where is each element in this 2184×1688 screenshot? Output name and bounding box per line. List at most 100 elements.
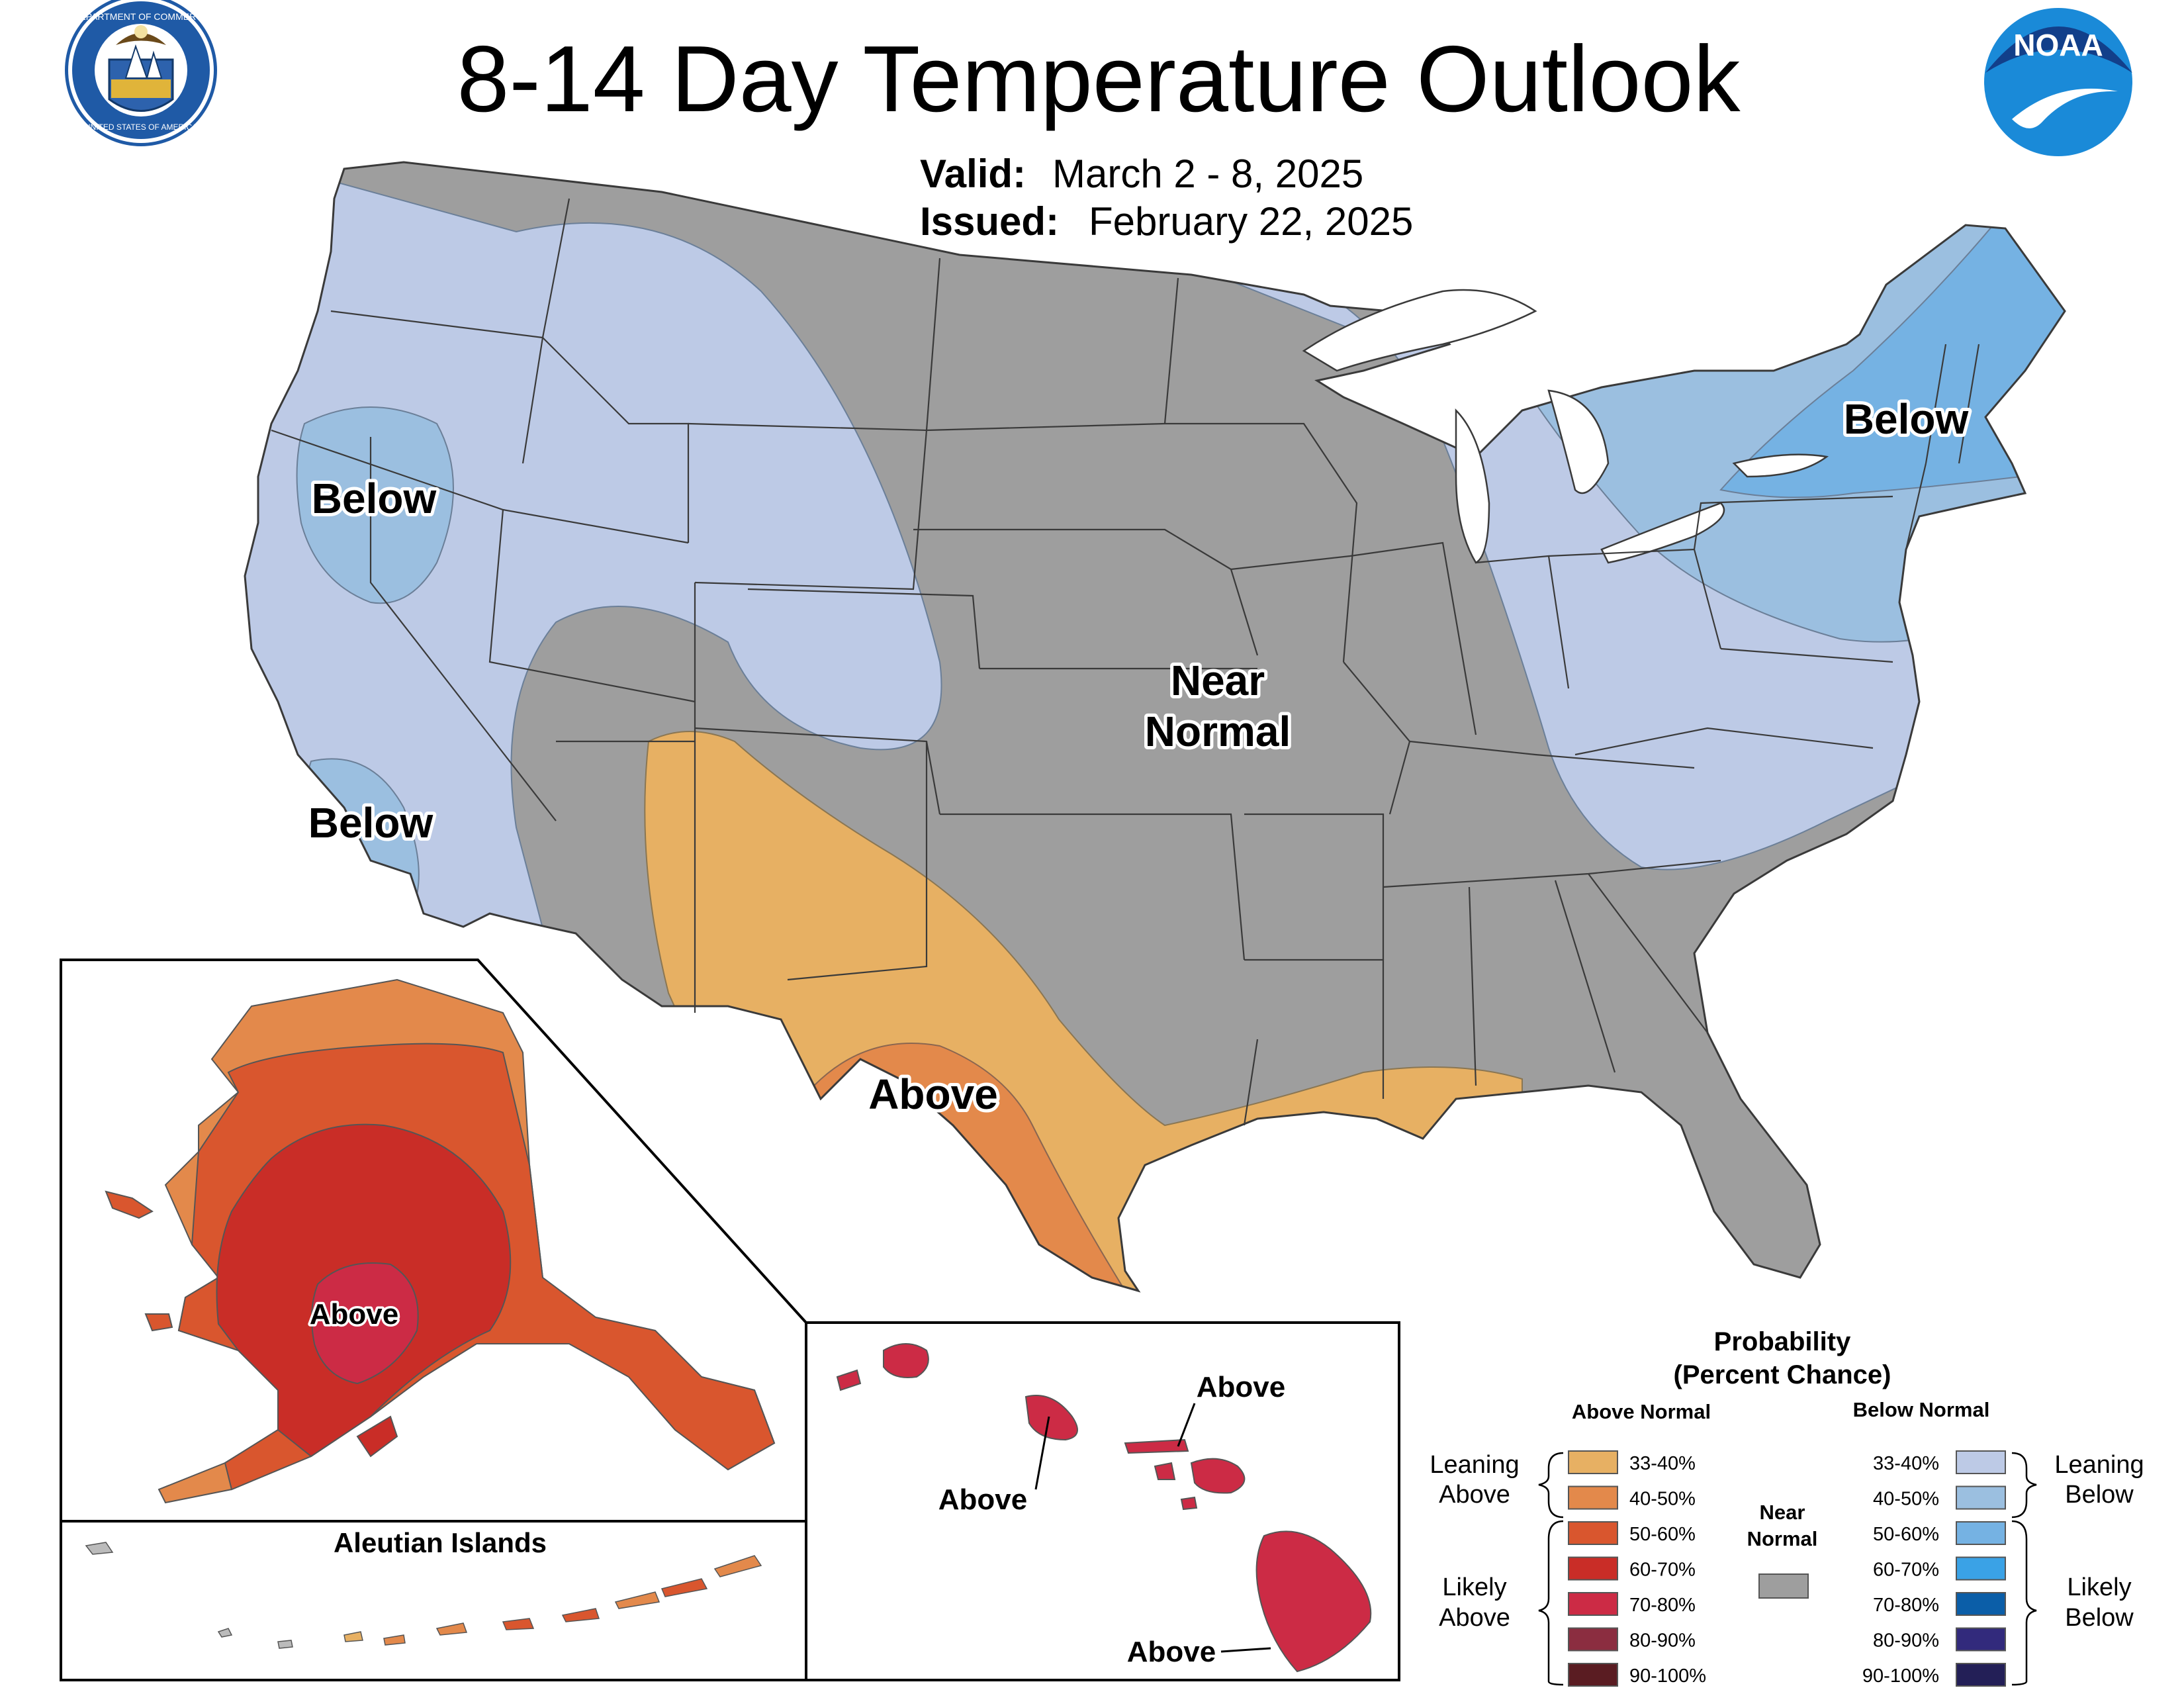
legend-below-swatch-4 [1956, 1592, 2006, 1616]
legend: Probability (Percent Chance) Above Norma… [1430, 1327, 2144, 1687]
hawaii-island-big [1255, 1530, 1372, 1673]
valid-dates: March 2 - 8, 2025 [1052, 152, 1363, 196]
legend-brace-leaning-below [2011, 1452, 2037, 1519]
state-boundaries [271, 198, 1980, 1126]
legend-title-line1: Probability [1714, 1327, 1851, 1356]
legend-above-swatch-2 [1568, 1521, 1618, 1545]
label-above-hawaii-kauai-oahu: Above [938, 1483, 1027, 1516]
legend-above-swatch-5 [1568, 1627, 1618, 1652]
lake-erie [1600, 502, 1725, 564]
lake-michigan [1455, 408, 1490, 564]
issued-date: February 22, 2025 [1089, 199, 1413, 244]
legend-title-line2: (Percent Chance) [1674, 1360, 1891, 1389]
legend-below-label-1: 40-50% [1873, 1489, 1939, 1510]
label-above-alaska: Above [310, 1298, 398, 1331]
legend-leaning-above-line2: Above [1439, 1481, 1510, 1509]
legend-below-label-6: 90-100% [1862, 1665, 1939, 1687]
legend-below-label-3: 60-70% [1873, 1560, 1939, 1581]
legend-likely-above-line1: Likely [1442, 1573, 1506, 1601]
legend-likely-below-line2: Below [2065, 1604, 2134, 1632]
legend-leaning-below-line2: Below [2065, 1481, 2134, 1509]
alaska-island-nunivak [144, 1313, 173, 1332]
legend-above-heading: Above Normal [1572, 1400, 1711, 1423]
legend-above-label-1: 40-50% [1629, 1489, 1696, 1510]
legend-above-swatch-4 [1568, 1592, 1618, 1616]
issued-label: Issued: [920, 199, 1059, 244]
legend-below-swatch-3 [1956, 1556, 2006, 1581]
legend-below-swatch-5 [1956, 1627, 2006, 1652]
legend-brace-likely-below [2011, 1520, 2037, 1686]
hawaii-island-lanai [1154, 1462, 1176, 1480]
hawaii-island-kahoolawe [1180, 1496, 1198, 1511]
legend-above-swatch-3 [1568, 1556, 1618, 1581]
aleutian-islands [85, 1542, 762, 1649]
legend-above-label-5: 80-90% [1629, 1630, 1696, 1652]
legend-below-heading: Below Normal [1853, 1398, 1990, 1421]
label-near-normal-line1: Near [1171, 657, 1265, 704]
hawaii-island-oahu [1024, 1395, 1078, 1441]
hawaii-island-maui [1190, 1458, 1246, 1494]
legend-above-swatches: 33-40% 40-50% 50-60% 60-70% 70-80% 80-90% 90-1… [1568, 1450, 1706, 1687]
legend-below-label-2: 50-60% [1873, 1524, 1939, 1545]
lake-huron [1547, 389, 1610, 494]
legend-brace-likely-above [1538, 1520, 1564, 1686]
hawaii-island-molokai [1124, 1438, 1189, 1454]
legend-leaning-below-line1: Leaning [2054, 1451, 2144, 1479]
label-above-hawaii-maui: Above [1197, 1371, 1285, 1403]
aleutian-title: Aleutian Islands [334, 1527, 547, 1558]
alaska-inset: Above [60, 959, 807, 1523]
hawaii-island-kauai [883, 1343, 929, 1378]
lake-ontario [1732, 453, 1829, 478]
noaa-logo-icon: NOAA [1984, 8, 2132, 156]
legend-braces [1538, 1452, 2037, 1686]
valid-label: Valid: [920, 152, 1026, 196]
legend-likely-below-line1: Likely [2067, 1573, 2131, 1601]
legend-below-swatch-2 [1956, 1521, 2006, 1545]
legend-near-normal-swatch [1758, 1573, 1809, 1599]
label-below-northeast: Below [1844, 395, 1969, 443]
legend-brace-leaning-above [1538, 1452, 1564, 1519]
hawaii-island-niihau [836, 1369, 862, 1391]
noaa-logo-text: NOAA [2013, 28, 2103, 62]
alaska-island-st-lawrence [105, 1190, 154, 1219]
hawaii-inset: Above Above Above [805, 1321, 1400, 1681]
region-nw-california-below [296, 406, 454, 604]
aleutian-inset-frame [60, 1520, 807, 1681]
legend-leaning-above-line1: Leaning [1430, 1451, 1519, 1479]
legend-likely-above-line2: Above [1439, 1604, 1510, 1632]
legend-below-label-0: 33-40% [1873, 1453, 1939, 1474]
legend-below-swatch-0 [1956, 1450, 2006, 1474]
great-lakes [1302, 289, 1829, 564]
lake-superior [1302, 289, 1537, 372]
legend-below-swatch-6 [1956, 1663, 2006, 1687]
legend-near-normal-line1: Near [1760, 1501, 1805, 1524]
hawaii-leader-maui [1177, 1403, 1196, 1447]
legend-below-label-5: 80-90% [1873, 1630, 1939, 1652]
label-below-southwest: Below [308, 799, 433, 847]
legend-below-swatch-1 [1956, 1485, 2006, 1510]
page-title: 8-14 Day Temperature Outlook [457, 26, 1741, 132]
hawaii-leader-kauai-oahu [1034, 1416, 1050, 1490]
legend-above-label-3: 60-70% [1629, 1560, 1696, 1581]
seal-text-bottom: UNITED STATES OF AMERICA [85, 122, 197, 132]
seal-text-top: DEPARTMENT OF COMMERCE [73, 11, 208, 22]
aleutian-inset: Aleutian Islands [60, 1520, 807, 1681]
department-of-commerce-seal-icon: DEPARTMENT OF COMMERCE UNITED STATES OF … [65, 0, 217, 146]
legend-below-swatches: 33-40% 40-50% 50-60% 60-70% 70-80% 80-90% 90-1… [1862, 1450, 2006, 1687]
legend-below-label-4: 70-80% [1873, 1595, 1939, 1616]
alaska-island-kodiak [356, 1415, 398, 1458]
label-below-northwest: Below [312, 475, 437, 522]
legend-above-label-4: 70-80% [1629, 1595, 1696, 1616]
hawaii-leader-big [1220, 1647, 1271, 1653]
alaska-region-above-likely-70-80 [311, 1262, 419, 1385]
legend-above-swatch-1 [1568, 1485, 1618, 1510]
legend-above-label-6: 90-100% [1629, 1665, 1706, 1687]
legend-above-label-0: 33-40% [1629, 1453, 1696, 1474]
label-above-hawaii-big-island: Above [1127, 1636, 1216, 1668]
legend-near-normal-line2: Normal [1747, 1527, 1818, 1550]
legend-above-label-2: 50-60% [1629, 1524, 1696, 1545]
label-above-texas: Above [868, 1070, 998, 1118]
label-near-normal-line2: Normal [1145, 708, 1291, 755]
legend-above-swatch-0 [1568, 1450, 1618, 1474]
